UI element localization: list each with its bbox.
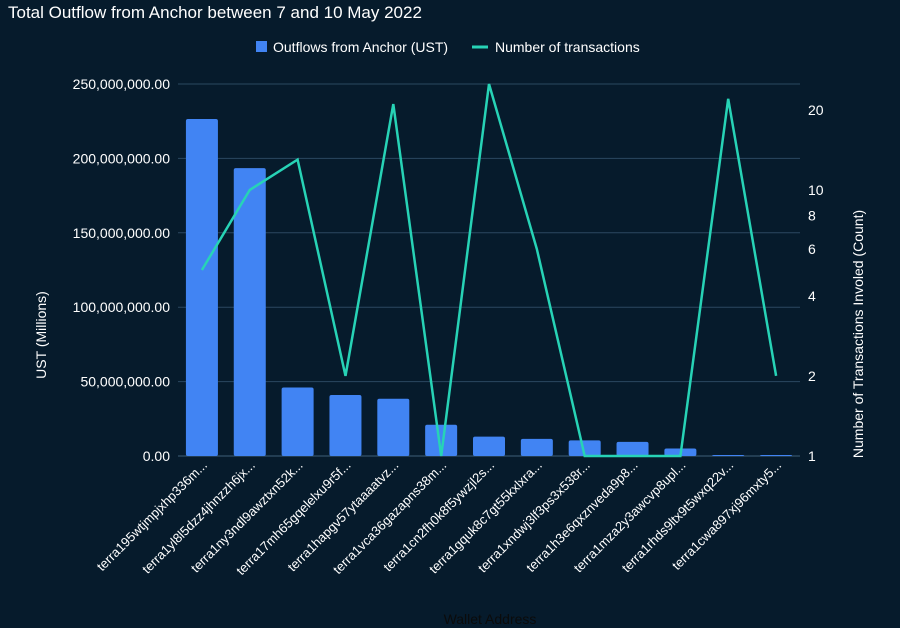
bar bbox=[377, 398, 410, 456]
legend-label-bars: Outflows from Anchor (UST) bbox=[273, 39, 448, 55]
legend: Outflows from Anchor (UST) Number of tra… bbox=[256, 39, 640, 55]
legend-swatch-bars bbox=[256, 41, 267, 52]
y-tick-label: 50,000,000.00 bbox=[80, 374, 170, 390]
bar bbox=[233, 168, 266, 456]
y2-tick-label: 2 bbox=[808, 368, 816, 384]
y2-axis-ticks: 1 2 4 6 8 10 20 bbox=[808, 102, 824, 464]
bar bbox=[281, 387, 314, 456]
gridlines bbox=[178, 83, 800, 457]
y2-tick-label: 6 bbox=[808, 241, 816, 257]
y-tick-label: 0.00 bbox=[143, 448, 170, 464]
bar bbox=[520, 438, 553, 456]
y2-tick-label: 20 bbox=[808, 102, 824, 118]
y2-tick-label: 1 bbox=[808, 448, 816, 464]
chart-title: Total Outflow from Anchor between 7 and … bbox=[8, 3, 422, 22]
line-series bbox=[200, 83, 778, 458]
series-line bbox=[200, 83, 778, 458]
bar bbox=[568, 440, 601, 456]
legend-label-line: Number of transactions bbox=[495, 39, 640, 55]
bar bbox=[760, 455, 793, 456]
bar bbox=[616, 441, 649, 456]
y2-tick-label: 10 bbox=[808, 182, 824, 198]
y2-tick-label: 4 bbox=[808, 288, 816, 304]
x-axis-title: Wallet Address bbox=[444, 611, 537, 627]
y-tick-label: 150,000,000.00 bbox=[73, 225, 171, 241]
y2-tick-label: 8 bbox=[808, 208, 816, 224]
bar bbox=[473, 436, 505, 456]
x-axis-ticks: terra195wtjmpjxhp336m...terra1yl8l5dzz4j… bbox=[94, 458, 785, 578]
bar bbox=[329, 394, 362, 456]
y-tick-label: 100,000,000.00 bbox=[73, 299, 171, 315]
y-tick-label: 200,000,000.00 bbox=[73, 150, 171, 166]
y-tick-label: 250,000,000.00 bbox=[73, 76, 171, 92]
y2-axis-title: Number of Transactions Involed (Count) bbox=[850, 210, 866, 458]
y-axis-ticks: 0.00 50,000,000.00 100,000,000.00 150,000,0… bbox=[73, 76, 171, 464]
bar bbox=[185, 118, 218, 456]
bar bbox=[712, 454, 745, 456]
bar-series bbox=[185, 118, 793, 456]
y-axis-title: UST (Millions) bbox=[33, 291, 49, 379]
bar bbox=[425, 424, 458, 456]
